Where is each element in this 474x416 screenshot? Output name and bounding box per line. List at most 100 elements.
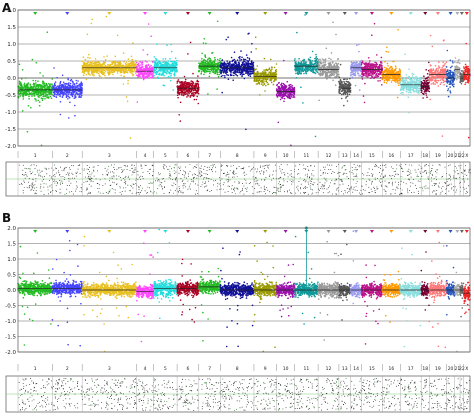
data-point (181, 88, 183, 91)
data-point (305, 61, 307, 64)
data-point (71, 95, 74, 98)
data-point (320, 67, 322, 70)
data-point (337, 75, 339, 78)
data-point (183, 81, 185, 83)
series-chr-13 (338, 12, 352, 107)
data-point (209, 72, 211, 75)
y-tick-label: 1.0 (7, 42, 16, 48)
data-point (312, 67, 314, 70)
data-point (208, 70, 210, 73)
data-point (213, 67, 215, 69)
data-point (24, 90, 26, 93)
data-point (308, 68, 311, 71)
data-point (111, 68, 114, 71)
data-point (166, 76, 169, 79)
data-point (348, 93, 351, 96)
data-point (377, 80, 379, 82)
data-point (61, 74, 64, 77)
data-point (216, 88, 218, 90)
data-point (260, 73, 263, 75)
data-point (361, 61, 364, 64)
data-point (267, 83, 269, 86)
data-point (317, 59, 320, 61)
data-point (275, 88, 278, 90)
data-point (190, 84, 192, 87)
data-point (208, 75, 211, 78)
data-point (276, 96, 279, 98)
data-point (134, 72, 137, 75)
data-point (69, 101, 71, 104)
data-point (132, 68, 134, 70)
data-point (341, 81, 343, 84)
data-point (263, 81, 265, 83)
data-point (48, 91, 50, 93)
data-point (356, 70, 359, 72)
data-point (171, 60, 173, 63)
data-point (85, 78, 88, 81)
data-point (197, 83, 200, 85)
data-point (75, 92, 78, 94)
data-point (103, 72, 105, 74)
data-point (213, 62, 216, 64)
data-point (201, 52, 203, 55)
y-tick-label: -1.5 (5, 127, 16, 133)
data-point (227, 63, 230, 65)
data-point (164, 58, 167, 60)
data-point (362, 95, 365, 97)
data-point (303, 72, 305, 75)
data-point (39, 87, 41, 90)
data-point (323, 59, 325, 61)
data-point (359, 74, 362, 77)
data-point (220, 63, 222, 65)
data-point (342, 78, 345, 81)
data-point (58, 94, 60, 96)
data-point (339, 63, 342, 66)
data-point (62, 81, 65, 84)
data-point (32, 83, 35, 86)
data-point (153, 72, 155, 74)
data-point (197, 75, 199, 77)
data-point (163, 84, 166, 87)
data-point (318, 64, 321, 67)
data-point (278, 92, 280, 94)
data-point (91, 64, 94, 66)
data-point (346, 100, 349, 102)
data-point (177, 79, 180, 81)
data-point (216, 58, 219, 61)
data-point (20, 78, 23, 80)
data-point (217, 67, 219, 70)
data-point (60, 84, 62, 86)
data-point (337, 74, 340, 76)
data-point (48, 93, 51, 96)
data-point (196, 80, 198, 83)
data-point (186, 83, 189, 85)
data-point (192, 81, 194, 84)
data-point (153, 75, 155, 77)
data-point (270, 58, 272, 61)
data-point (123, 72, 126, 75)
data-point (349, 77, 351, 80)
data-point (128, 69, 130, 72)
data-point (333, 63, 336, 66)
top-marker (185, 12, 190, 15)
data-point (71, 87, 74, 89)
data-point (287, 95, 289, 98)
data-point (172, 65, 175, 68)
data-point (344, 89, 346, 91)
top-marker (235, 12, 240, 15)
data-point (247, 74, 250, 77)
data-point (67, 98, 69, 100)
data-point (174, 68, 176, 71)
data-point (145, 64, 148, 66)
data-point (46, 86, 48, 89)
data-point (113, 68, 116, 70)
data-point (233, 51, 236, 53)
data-point (45, 83, 47, 86)
y-tick-label: 2.0 (7, 8, 16, 14)
data-point (102, 60, 105, 63)
data-point (280, 97, 283, 99)
data-point (219, 57, 221, 60)
data-point (113, 71, 115, 73)
data-point (24, 93, 27, 96)
data-point (21, 87, 23, 90)
